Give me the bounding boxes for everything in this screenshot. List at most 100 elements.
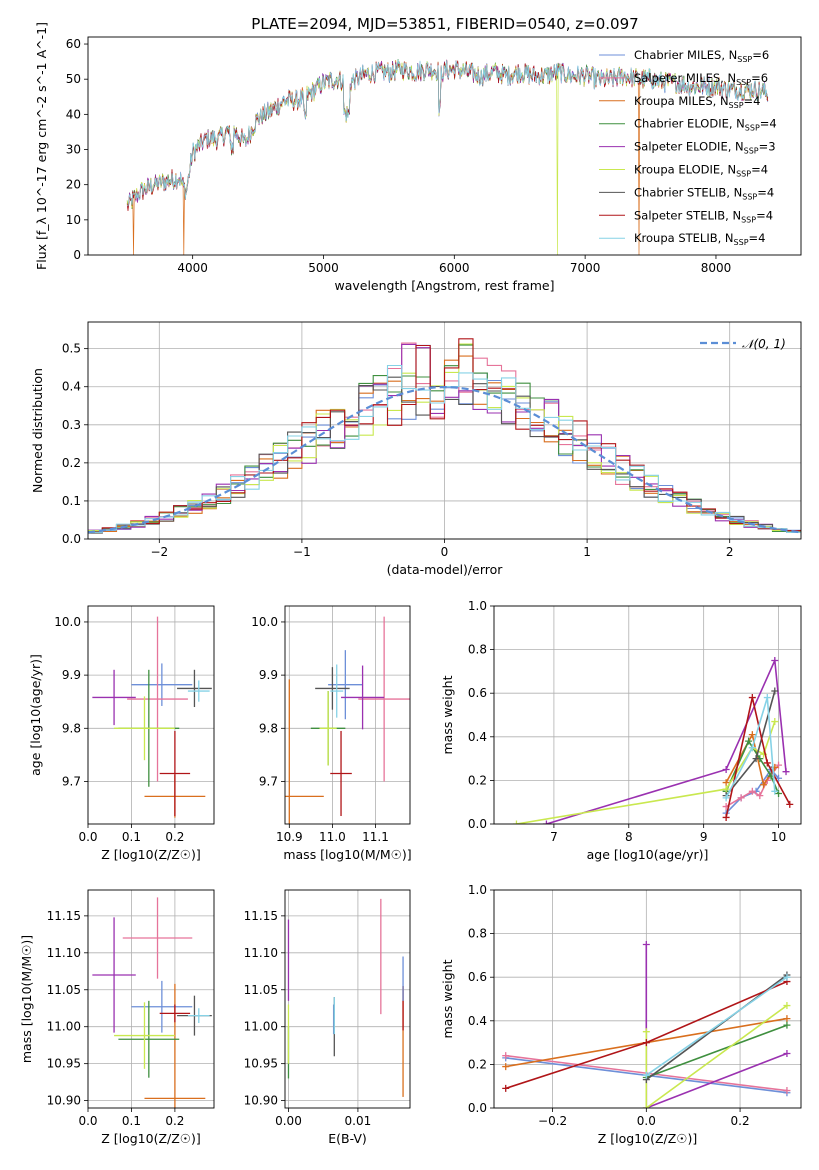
x-tick-label: 0.0 xyxy=(78,1114,97,1128)
weight-marker xyxy=(786,800,794,808)
legend-entry-tail: =4 xyxy=(744,94,761,108)
legend-entry-subscript: SSP xyxy=(737,55,752,64)
weight-marker xyxy=(722,785,730,793)
weight-line-salpeter-elodie xyxy=(645,944,788,1108)
legend-entry: Chabrier MILES, NSSP=6 xyxy=(634,48,769,64)
x-tick-label: 0.2 xyxy=(731,1114,750,1128)
y-tick-label: 11.05 xyxy=(244,983,278,997)
y-tick-label: 0.1 xyxy=(62,494,81,508)
axes-frame xyxy=(87,889,215,1109)
errorbar-point-chabrier-miles xyxy=(328,650,363,720)
spectrum-line-kroupa-stelib xyxy=(127,59,769,207)
legend-entry-text: Salpeter ELODIE, N xyxy=(634,140,744,154)
x-tick-label: 5000 xyxy=(308,261,339,275)
weight-line-salpeter-miles xyxy=(725,764,780,808)
y-tick-label: 11.15 xyxy=(47,909,81,923)
errorbar-point-salpeter-elodie xyxy=(341,665,385,730)
y-tick-label: 0.0 xyxy=(468,817,487,831)
weight-marker xyxy=(775,789,783,797)
spectrum-line-kroupa-miles xyxy=(126,59,769,255)
weight-marker xyxy=(748,744,756,752)
weight-marker xyxy=(752,755,760,763)
x-tick-label: 2 xyxy=(726,545,734,559)
legend-entry-tail: =4 xyxy=(757,185,774,199)
weight-marker xyxy=(763,694,771,702)
legend-entry-text: Kroupa MILES, N xyxy=(634,94,729,108)
x-tick-label: 7000 xyxy=(570,261,601,275)
axes-frame xyxy=(87,605,215,825)
x-tick-label: 1 xyxy=(583,545,591,559)
x-tick-label: −1 xyxy=(293,545,311,559)
errorbar-point-kroupa-elodie xyxy=(319,691,337,766)
weight-marker xyxy=(783,1021,791,1029)
errorbar-point-salpeter-stelib xyxy=(159,730,191,817)
weight-marker xyxy=(782,768,790,776)
weight-marker xyxy=(722,813,730,821)
x-tick-label: 8 xyxy=(625,830,633,844)
y-tick-label: 11.00 xyxy=(47,1020,81,1034)
errorbar-point-salpeter-elodie xyxy=(92,917,136,1033)
weight-marker xyxy=(642,941,650,948)
axes-frame xyxy=(87,321,802,540)
y-axis-label: age [log10(age/yr)] xyxy=(28,654,43,776)
y-tick-label: 0.6 xyxy=(468,686,487,700)
plot-area xyxy=(88,338,801,534)
x-tick-label: 0.2 xyxy=(165,1114,184,1128)
legend-entry: 𝒩(0, 1) xyxy=(742,337,786,351)
legend-entry: Kroupa STELIB, NSSP=4 xyxy=(634,231,765,247)
axes-frame xyxy=(493,605,802,825)
x-tick-label: 0.0 xyxy=(78,830,97,844)
weight-line-kroupa-stelib xyxy=(645,976,788,1076)
axes-mass-weight-vs-Z: −0.2 0.0 0.2 0.0 0.2 0.4 0.6 0.8 1.0 Z [log10(Z/Z… xyxy=(440,883,802,1146)
axes-residual-histogram: −2 −1 0 1 2 0.0 0.1 0.2 0.3 0.4 0.5 (data-model)/er… xyxy=(30,321,802,577)
legend-entry-subscript: SSP xyxy=(742,192,757,201)
x-tick-label: 6000 xyxy=(439,261,470,275)
spectrum-line-kroupa-elodie xyxy=(126,60,769,255)
y-tick-label: 10.95 xyxy=(47,1057,81,1071)
weight-marker xyxy=(642,1071,650,1079)
legend-entry-subscript: SSP xyxy=(729,101,744,110)
x-tick-label: −0.2 xyxy=(538,1114,567,1128)
weight-marker xyxy=(502,1052,510,1060)
legend-entry-tail: =6 xyxy=(752,48,769,62)
figure-title: PLATE=2094, MJD=53851, FIBERID=0540, z=0… xyxy=(251,15,638,33)
legend-entry-subscript: SSP xyxy=(736,170,751,179)
weight-marker xyxy=(722,766,730,773)
x-tick-label: −2 xyxy=(150,545,168,559)
x-tick-label: 0.1 xyxy=(122,830,141,844)
y-tick-label: 0.3 xyxy=(62,418,81,432)
axes-age-vs-Z: 0.0 0.1 0.2 9.7 9.8 9.9 10.0 Z [log10(Z/Z☉)] age… xyxy=(28,605,215,862)
legend-entry: Chabrier STELIB, NSSP=4 xyxy=(634,185,774,201)
weight-marker xyxy=(737,794,745,802)
weight-marker xyxy=(771,657,779,664)
legend-entry: Salpeter MILES, NSSP=6 xyxy=(634,71,768,87)
y-tick-label: 10.0 xyxy=(251,615,278,629)
y-tick-label: 11.00 xyxy=(244,1020,278,1034)
legend-entry-text: Salpeter STELIB, N xyxy=(634,208,741,222)
plot-area xyxy=(92,616,212,818)
legend-entry-text: Chabrier MILES, N xyxy=(634,48,737,62)
errorbar-point-salpeter-miles xyxy=(127,616,188,782)
y-tick-label: 20 xyxy=(66,178,81,192)
weight-marker xyxy=(502,1063,510,1071)
axes-frame xyxy=(284,889,411,1109)
weight-marker xyxy=(748,694,756,702)
errorbar-point-salpeter-stelib xyxy=(330,730,352,817)
weight-marker xyxy=(748,787,756,795)
y-axis-label: Flux [f_λ 10^-17 erg cm^-2 s^-1 A^-1] xyxy=(34,22,49,270)
weight-marker xyxy=(642,1028,650,1036)
axes-mass-weight-vs-age: 7 8 9 10 0.0 0.2 0.4 0.6 0.8 1.0 age [log10(age/yr… xyxy=(440,599,802,862)
axes-frame xyxy=(493,889,802,1109)
legend-entry-text: Kroupa ELODIE, N xyxy=(634,163,736,177)
y-tick-label: 0.8 xyxy=(468,643,487,657)
x-tick-label: 0 xyxy=(441,545,449,559)
plot-area xyxy=(126,59,769,255)
x-axis-label: Z [log10(Z/Z☉)] xyxy=(598,1131,698,1146)
errorbar-point-kroupa-stelib xyxy=(187,1008,210,1024)
weight-marker xyxy=(748,731,756,739)
y-tick-label: 30 xyxy=(66,143,81,157)
x-axis-label: age [log10(age/yr)] xyxy=(587,847,709,862)
legend-entry-tail: =4 xyxy=(760,117,777,131)
